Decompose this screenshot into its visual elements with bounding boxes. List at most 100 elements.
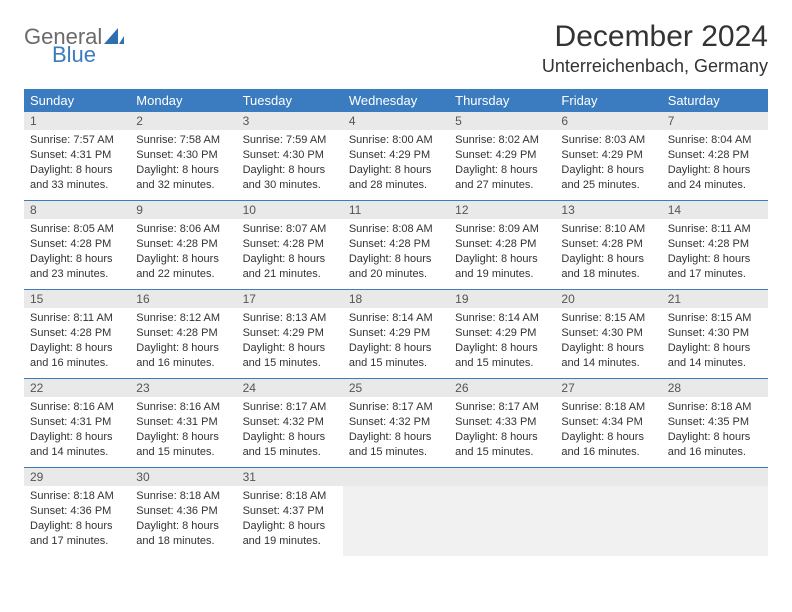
calendar-day-cell xyxy=(449,468,555,556)
sunrise-text: Sunrise: 8:04 AM xyxy=(668,133,762,148)
weekday-header: Friday xyxy=(555,89,661,112)
calendar-day-cell: 22Sunrise: 8:16 AMSunset: 4:31 PMDayligh… xyxy=(24,379,130,467)
daylight-text: Daylight: 8 hours xyxy=(455,252,549,267)
daylight-text: and 15 minutes. xyxy=(349,445,443,460)
sunrise-text: Sunrise: 8:08 AM xyxy=(349,222,443,237)
daylight-text: and 28 minutes. xyxy=(349,178,443,193)
sunrise-text: Sunrise: 8:18 AM xyxy=(136,489,230,504)
weekday-header: Monday xyxy=(130,89,236,112)
daylight-text: Daylight: 8 hours xyxy=(455,341,549,356)
sunrise-text: Sunrise: 8:16 AM xyxy=(30,400,124,415)
day-details: Sunrise: 8:04 AMSunset: 4:28 PMDaylight:… xyxy=(662,130,768,198)
sunset-text: Sunset: 4:28 PM xyxy=(668,237,762,252)
calendar-day-cell: 23Sunrise: 8:16 AMSunset: 4:31 PMDayligh… xyxy=(130,379,236,467)
daylight-text: and 16 minutes. xyxy=(30,356,124,371)
weekday-header-row: Sunday Monday Tuesday Wednesday Thursday… xyxy=(24,89,768,112)
calendar-day-cell: 30Sunrise: 8:18 AMSunset: 4:36 PMDayligh… xyxy=(130,468,236,556)
sunrise-text: Sunrise: 8:18 AM xyxy=(561,400,655,415)
sunrise-text: Sunrise: 8:12 AM xyxy=(136,311,230,326)
sunset-text: Sunset: 4:30 PM xyxy=(668,326,762,341)
day-details: Sunrise: 8:18 AMSunset: 4:37 PMDaylight:… xyxy=(237,486,343,554)
sunset-text: Sunset: 4:28 PM xyxy=(349,237,443,252)
sunrise-text: Sunrise: 8:06 AM xyxy=(136,222,230,237)
calendar-day-cell: 28Sunrise: 8:18 AMSunset: 4:35 PMDayligh… xyxy=(662,379,768,467)
title-block: December 2024 Unterreichenbach, Germany xyxy=(542,20,768,77)
sunrise-text: Sunrise: 8:17 AM xyxy=(455,400,549,415)
calendar-day-cell: 15Sunrise: 8:11 AMSunset: 4:28 PMDayligh… xyxy=(24,290,130,378)
day-details: Sunrise: 8:12 AMSunset: 4:28 PMDaylight:… xyxy=(130,308,236,376)
daylight-text: and 30 minutes. xyxy=(243,178,337,193)
sunset-text: Sunset: 4:28 PM xyxy=(455,237,549,252)
daylight-text: Daylight: 8 hours xyxy=(30,519,124,534)
sunset-text: Sunset: 4:36 PM xyxy=(30,504,124,519)
daylight-text: Daylight: 8 hours xyxy=(243,163,337,178)
day-details: Sunrise: 8:18 AMSunset: 4:36 PMDaylight:… xyxy=(130,486,236,554)
calendar-day-cell: 31Sunrise: 8:18 AMSunset: 4:37 PMDayligh… xyxy=(237,468,343,556)
daylight-text: Daylight: 8 hours xyxy=(136,163,230,178)
daylight-text: and 25 minutes. xyxy=(561,178,655,193)
sunset-text: Sunset: 4:30 PM xyxy=(243,148,337,163)
day-details: Sunrise: 8:10 AMSunset: 4:28 PMDaylight:… xyxy=(555,219,661,287)
weekday-header: Sunday xyxy=(24,89,130,112)
calendar-day-cell: 4Sunrise: 8:00 AMSunset: 4:29 PMDaylight… xyxy=(343,112,449,200)
calendar-day-cell: 27Sunrise: 8:18 AMSunset: 4:34 PMDayligh… xyxy=(555,379,661,467)
sunset-text: Sunset: 4:34 PM xyxy=(561,415,655,430)
calendar-day-cell: 2Sunrise: 7:58 AMSunset: 4:30 PMDaylight… xyxy=(130,112,236,200)
sunrise-text: Sunrise: 8:13 AM xyxy=(243,311,337,326)
day-number: 19 xyxy=(449,290,555,308)
calendar-day-cell: 14Sunrise: 8:11 AMSunset: 4:28 PMDayligh… xyxy=(662,201,768,289)
day-number: 30 xyxy=(130,468,236,486)
daylight-text: Daylight: 8 hours xyxy=(668,341,762,356)
calendar-day-cell: 6Sunrise: 8:03 AMSunset: 4:29 PMDaylight… xyxy=(555,112,661,200)
day-number: 29 xyxy=(24,468,130,486)
daylight-text: Daylight: 8 hours xyxy=(668,163,762,178)
day-details: Sunrise: 7:59 AMSunset: 4:30 PMDaylight:… xyxy=(237,130,343,198)
calendar-day-cell: 5Sunrise: 8:02 AMSunset: 4:29 PMDaylight… xyxy=(449,112,555,200)
day-number: 18 xyxy=(343,290,449,308)
daylight-text: Daylight: 8 hours xyxy=(561,252,655,267)
calendar-grid: 1Sunrise: 7:57 AMSunset: 4:31 PMDaylight… xyxy=(24,112,768,556)
sunrise-text: Sunrise: 8:18 AM xyxy=(30,489,124,504)
daylight-text: and 16 minutes. xyxy=(136,356,230,371)
daylight-text: Daylight: 8 hours xyxy=(349,430,443,445)
day-details: Sunrise: 8:15 AMSunset: 4:30 PMDaylight:… xyxy=(555,308,661,376)
day-details: Sunrise: 8:02 AMSunset: 4:29 PMDaylight:… xyxy=(449,130,555,198)
calendar-day-cell: 16Sunrise: 8:12 AMSunset: 4:28 PMDayligh… xyxy=(130,290,236,378)
sunrise-text: Sunrise: 8:18 AM xyxy=(243,489,337,504)
day-number: 20 xyxy=(555,290,661,308)
day-number-empty xyxy=(343,468,449,486)
day-details: Sunrise: 8:18 AMSunset: 4:35 PMDaylight:… xyxy=(662,397,768,465)
calendar-day-cell: 12Sunrise: 8:09 AMSunset: 4:28 PMDayligh… xyxy=(449,201,555,289)
daylight-text: Daylight: 8 hours xyxy=(136,430,230,445)
daylight-text: Daylight: 8 hours xyxy=(136,252,230,267)
sunrise-text: Sunrise: 7:58 AM xyxy=(136,133,230,148)
sunset-text: Sunset: 4:29 PM xyxy=(349,326,443,341)
sunrise-text: Sunrise: 8:14 AM xyxy=(455,311,549,326)
sunset-text: Sunset: 4:29 PM xyxy=(243,326,337,341)
daylight-text: Daylight: 8 hours xyxy=(243,430,337,445)
daylight-text: and 14 minutes. xyxy=(668,356,762,371)
calendar-day-cell: 7Sunrise: 8:04 AMSunset: 4:28 PMDaylight… xyxy=(662,112,768,200)
day-number: 17 xyxy=(237,290,343,308)
day-details: Sunrise: 8:18 AMSunset: 4:34 PMDaylight:… xyxy=(555,397,661,465)
daylight-text: Daylight: 8 hours xyxy=(668,430,762,445)
sunset-text: Sunset: 4:28 PM xyxy=(243,237,337,252)
daylight-text: Daylight: 8 hours xyxy=(349,341,443,356)
day-details: Sunrise: 8:11 AMSunset: 4:28 PMDaylight:… xyxy=(24,308,130,376)
day-details: Sunrise: 8:11 AMSunset: 4:28 PMDaylight:… xyxy=(662,219,768,287)
day-number: 3 xyxy=(237,112,343,130)
day-number: 1 xyxy=(24,112,130,130)
calendar-day-cell: 10Sunrise: 8:07 AMSunset: 4:28 PMDayligh… xyxy=(237,201,343,289)
sunset-text: Sunset: 4:28 PM xyxy=(136,326,230,341)
calendar-day-cell xyxy=(343,468,449,556)
calendar-day-cell: 24Sunrise: 8:17 AMSunset: 4:32 PMDayligh… xyxy=(237,379,343,467)
day-details: Sunrise: 8:07 AMSunset: 4:28 PMDaylight:… xyxy=(237,219,343,287)
daylight-text: Daylight: 8 hours xyxy=(243,519,337,534)
day-number-empty xyxy=(662,468,768,486)
sunrise-text: Sunrise: 8:03 AM xyxy=(561,133,655,148)
sunrise-text: Sunrise: 8:10 AM xyxy=(561,222,655,237)
day-details: Sunrise: 8:13 AMSunset: 4:29 PMDaylight:… xyxy=(237,308,343,376)
sunset-text: Sunset: 4:29 PM xyxy=(455,148,549,163)
daylight-text: and 24 minutes. xyxy=(668,178,762,193)
day-number-empty xyxy=(555,468,661,486)
